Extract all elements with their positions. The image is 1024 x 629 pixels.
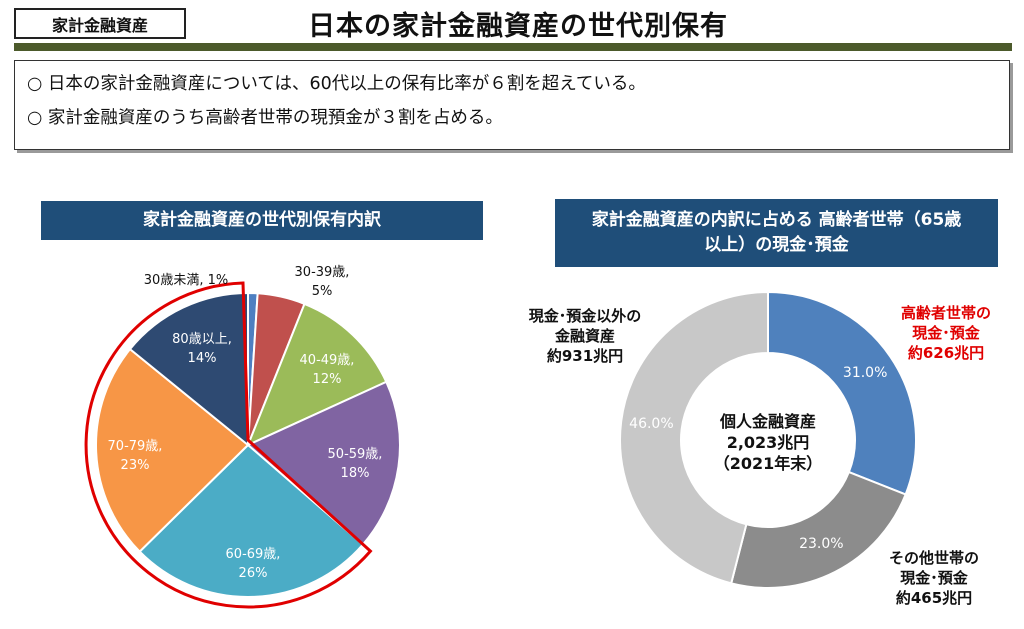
pie-slice-5 <box>95 347 250 554</box>
donut-percent-label-2: 46.0% <box>629 416 674 433</box>
pie-slice-2 <box>246 302 388 447</box>
summary-box: ○ 日本の家計金融資産については、60代以上の保有比率が６割を超えている。 ○ … <box>14 60 1010 150</box>
pie-label-3: 50-59歳, 18% <box>327 447 383 481</box>
pie-slice-6 <box>128 291 249 448</box>
donut-annotation-2: 現金･預金以外の 金融資産 約931兆円 <box>528 307 642 365</box>
title-underline-bar <box>14 43 1012 51</box>
pie-label-4: 60-69歳, 26% <box>225 547 281 581</box>
highlight-60-plus-outline <box>84 281 373 609</box>
pie-label-1: 30-39歳, 5% <box>294 265 350 299</box>
donut-slice-1 <box>729 470 907 589</box>
donut-slice-2 <box>619 290 769 585</box>
pie-slice-3 <box>246 380 401 546</box>
pie-label-2: 40-49歳, 12% <box>299 353 355 387</box>
page-title: 日本の家計金融資産の世代別保有 <box>308 11 728 42</box>
donut-percent-label-1: 23.0% <box>799 535 844 552</box>
pie-chart-title: 家計金融資産の世代別保有内訳 <box>41 201 483 240</box>
donut-annotation-1: その他世帯の 現金･預金 約465兆円 <box>888 549 979 607</box>
donut-percent-label-0: 31.0% <box>842 364 888 381</box>
summary-line-1: ○ 日本の家計金融資産については、60代以上の保有比率が６割を超えている。 <box>27 74 646 94</box>
pie-label-6: 80歳以上, 14% <box>172 332 232 366</box>
donut-chart-title: 家計金融資産の内訳に占める 高齢者世帯（65歳以上）の現金･預金 <box>555 199 998 267</box>
summary-line-2: ○ 家計金融資産のうち高齢者世帯の現預金が３割を占める。 <box>27 108 503 128</box>
donut-center-label: 個人金融資産 2,023兆円 （2021年末） <box>713 412 823 473</box>
donut-slice-0 <box>767 290 917 496</box>
pie-label-0: 30歳未満, 1% <box>143 273 229 288</box>
donut-annotation-0: 高齢者世帯の 現金･預金 約626兆円 <box>900 304 991 362</box>
pie-label-5: 70-79歳, 23% <box>107 439 163 473</box>
pie-slice-4 <box>138 443 365 598</box>
section-tag: 家計金融資産 <box>14 8 186 39</box>
